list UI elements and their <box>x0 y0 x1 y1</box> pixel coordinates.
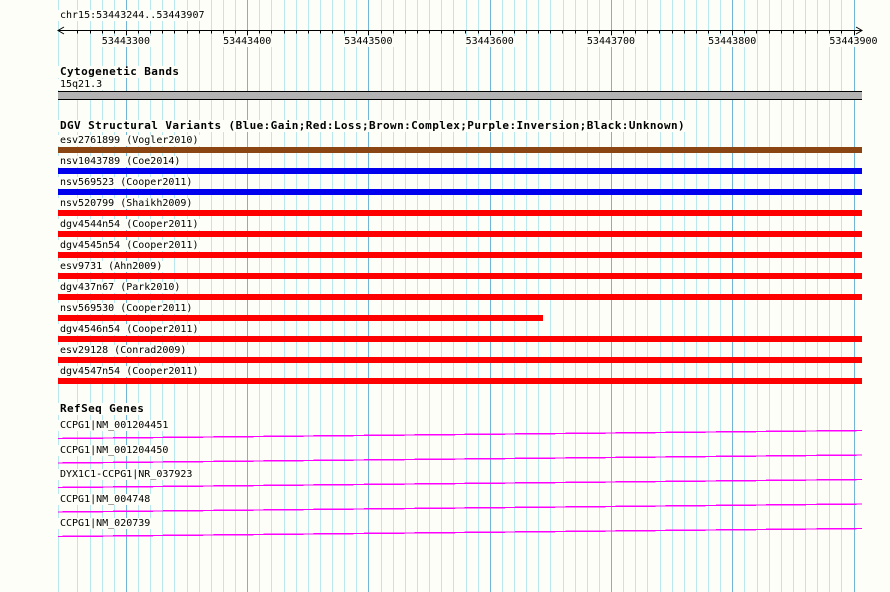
variant-bar[interactable] <box>58 315 544 321</box>
position-title: chr15:53443244..53443907 <box>58 10 207 21</box>
cytoband-bar[interactable] <box>58 91 862 100</box>
variant-bar[interactable] <box>58 357 862 363</box>
variant-bar[interactable] <box>58 168 862 174</box>
variant-label[interactable]: esv29128 (Conrad2009) <box>58 345 189 356</box>
ruler-tick-label: 53443300 <box>100 36 151 47</box>
variant-bar[interactable] <box>58 231 862 237</box>
ruler-axis <box>58 30 862 35</box>
ruler-tick-label: 53443700 <box>585 36 637 47</box>
dgv-track-title: DGV Structural Variants (Blue:Gain;Red:L… <box>58 119 688 132</box>
gene-structure-lines <box>57 429 863 538</box>
variant-label[interactable]: nsv520799 (Shaikh2009) <box>58 198 195 209</box>
refseq-genes-title: RefSeq Genes <box>58 402 147 415</box>
variant-label[interactable]: dgv437n67 (Park2010) <box>58 282 183 293</box>
axis-arrow-icons <box>57 26 863 35</box>
ruler-tick-label: 53443600 <box>464 36 515 47</box>
gene-line[interactable] <box>57 454 863 464</box>
variant-bar[interactable] <box>58 147 862 153</box>
gene-label[interactable]: CCPG1|NM_001204451 <box>58 420 171 431</box>
ruler-tick-label: 53443400 <box>222 36 273 47</box>
variant-bar[interactable] <box>58 210 862 216</box>
ruler-tick-label: 53443500 <box>343 36 394 47</box>
cytoband-label: 15q21.3 <box>58 79 105 90</box>
variant-label[interactable]: esv9731 (Ahn2009) <box>58 261 165 272</box>
variant-label[interactable]: dgv4547n54 (Cooper2011) <box>58 366 201 377</box>
variant-label[interactable]: nsv569523 (Cooper2011) <box>58 177 195 188</box>
ruler-tick-label: 53443900 <box>828 36 879 47</box>
variant-bar[interactable] <box>58 336 862 342</box>
variant-label[interactable]: dgv4546n54 (Cooper2011) <box>58 324 201 335</box>
variant-bar[interactable] <box>58 189 862 195</box>
gene-line[interactable] <box>57 503 863 513</box>
variant-bar[interactable] <box>58 273 862 279</box>
variant-label[interactable]: nsv1043789 (Coe2014) <box>58 156 183 167</box>
gene-line[interactable] <box>57 478 863 489</box>
variant-bar[interactable] <box>58 378 862 384</box>
variant-label[interactable]: esv2761899 (Vogler2010) <box>58 135 201 146</box>
ruler-tick-label: 53443800 <box>707 36 758 47</box>
variant-label[interactable]: nsv569530 (Cooper2011) <box>58 303 195 314</box>
gene-label[interactable]: CCPG1|NM_001204450 <box>58 444 171 456</box>
variant-bar[interactable] <box>58 252 862 258</box>
gene-label[interactable]: CCPG1|NM_004748 <box>58 493 153 505</box>
cytogenetic-bands-title: Cytogenetic Bands <box>58 65 182 78</box>
variant-bar[interactable] <box>58 294 862 300</box>
gene-line[interactable] <box>57 527 863 538</box>
gene-label[interactable]: CCPG1|NM_020739 <box>58 518 153 529</box>
gene-label[interactable]: DYX1C1-CCPG1|NR_037923 <box>58 469 195 480</box>
variant-label[interactable]: dgv4545n54 (Cooper2011) <box>58 240 201 251</box>
gene-line[interactable] <box>57 429 863 440</box>
variant-label[interactable]: dgv4544n54 (Cooper2011) <box>58 219 201 230</box>
